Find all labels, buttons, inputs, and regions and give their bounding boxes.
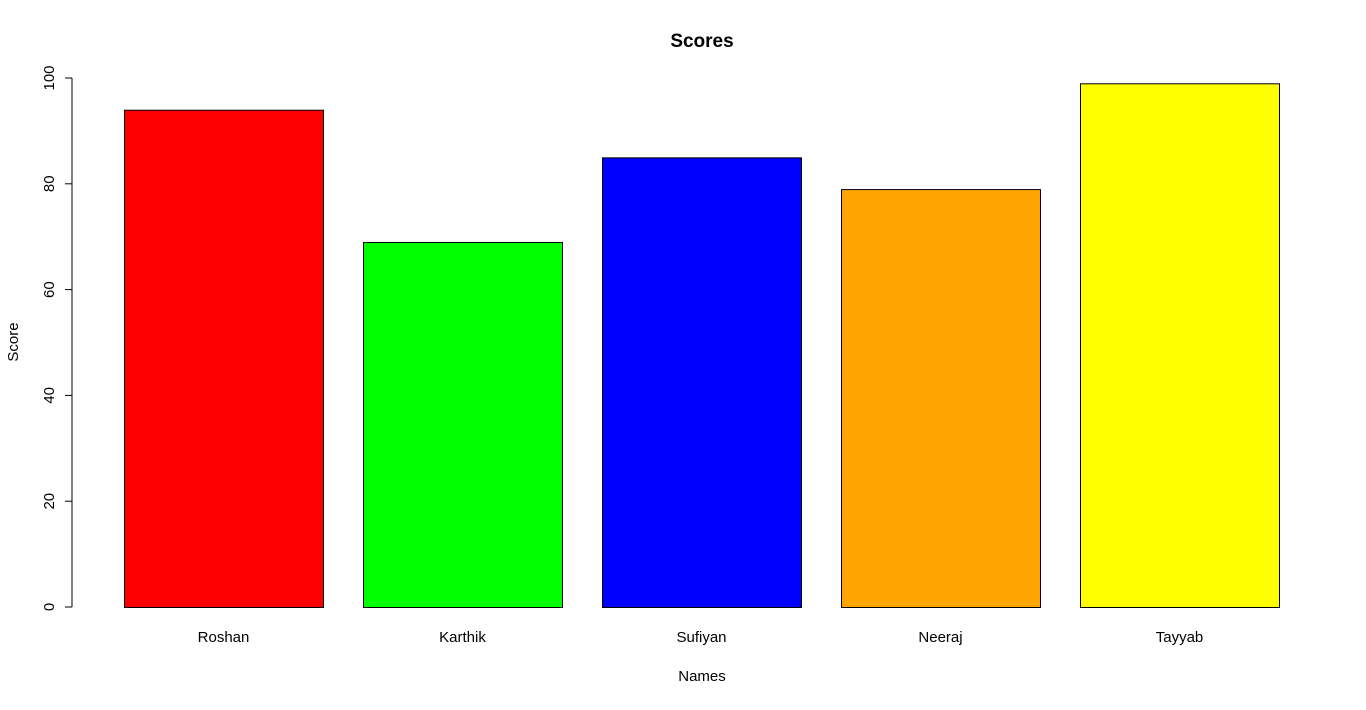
y-tick-label: 40 — [41, 387, 58, 404]
bar-tayyab — [1080, 83, 1280, 609]
x-axis-label: Names — [678, 668, 726, 685]
y-axis: 0 20 40 60 80 100 — [41, 65, 73, 611]
x-tick-label: Tayyab — [1156, 629, 1204, 646]
x-tick-label: Roshan — [198, 629, 250, 646]
bar-roshan — [124, 109, 324, 609]
bars-group — [124, 83, 1280, 609]
y-tick-label: 60 — [41, 281, 58, 298]
y-axis-label: Score — [5, 322, 22, 361]
bar-neeraj — [841, 189, 1041, 608]
chart-title: Scores — [670, 31, 733, 52]
x-tick-label: Sufiyan — [676, 629, 726, 646]
y-tick-label: 80 — [41, 175, 58, 192]
bar-karthik — [363, 241, 563, 609]
y-tick-label: 20 — [41, 493, 58, 510]
bar-sufiyan — [602, 157, 802, 608]
y-tick-label: 0 — [41, 603, 58, 611]
x-tick-label: Karthik — [439, 629, 486, 646]
x-tick-label: Neeraj — [918, 629, 962, 646]
category-labels: Roshan Karthik Sufiyan Neeraj Tayyab — [198, 629, 1204, 646]
y-tick-label: 100 — [41, 65, 58, 90]
